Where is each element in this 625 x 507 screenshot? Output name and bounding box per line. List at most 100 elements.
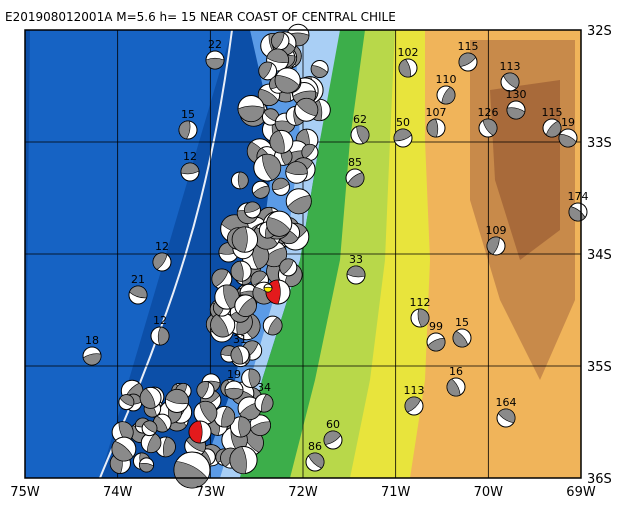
frame	[24, 29, 582, 479]
beachball-quadrant	[258, 88, 279, 106]
depth-label: 109	[486, 224, 507, 237]
beachball-quadrant	[196, 381, 210, 399]
beachball-quadrant	[244, 201, 261, 213]
beachball-quadrant	[146, 433, 162, 453]
beachball-quadrant	[452, 330, 469, 348]
depth-label: 99	[429, 320, 443, 333]
beachball-quadrant	[446, 378, 461, 397]
beachball-quadrant	[250, 270, 267, 286]
beachball-quadrant	[162, 436, 176, 458]
beachball-quadrant	[262, 153, 281, 181]
beachball-quadrant	[250, 421, 271, 436]
beachball-quadrant	[237, 105, 265, 122]
lat-label: 32S	[587, 24, 612, 39]
beachball-quadrant	[258, 61, 273, 80]
depth-label: 113	[500, 60, 521, 73]
depth-label: 50	[396, 116, 410, 129]
lon-label: 69W	[566, 485, 596, 500]
beachball-quadrant	[267, 316, 283, 336]
beachball-quadrant	[287, 195, 312, 214]
beachball-quadrant	[173, 461, 209, 489]
beachball-quadrant	[393, 128, 412, 142]
depth-label: 31	[233, 333, 247, 346]
lat-label: 34S	[587, 248, 612, 263]
beachball-quadrant	[269, 130, 285, 154]
depth-label: 19	[561, 116, 575, 129]
title: E201908012001A M=5.6 h= 15 NEAR COAST OF…	[5, 10, 396, 24]
beachball-quadrant	[139, 463, 154, 473]
beachball-quadrant	[139, 388, 156, 409]
beachball-quadrant	[111, 440, 134, 462]
beachball-quadrant	[230, 260, 244, 282]
beachball-quadrant	[497, 408, 516, 423]
beachball-quadrant	[143, 420, 158, 434]
beachball-quadrant	[210, 314, 229, 338]
beachball-quadrant	[230, 345, 243, 365]
beachball-quadrant	[506, 107, 526, 120]
beachball-quadrant	[221, 406, 235, 428]
beachball-quadrant	[482, 118, 498, 136]
beachball-quadrant	[129, 285, 148, 299]
depth-label: 33	[349, 253, 363, 266]
depth-label: 112	[410, 296, 431, 309]
depth-label: 174	[568, 190, 589, 203]
beachball-quadrant	[252, 185, 270, 199]
lon-label: 73W	[196, 485, 226, 500]
depth-label: 15	[455, 316, 469, 329]
depth-label: 113	[404, 384, 425, 397]
lat-label: 33S	[587, 136, 612, 151]
focal-mechanisms	[82, 23, 588, 489]
beachball-quadrant	[486, 236, 500, 255]
beachball-quadrant	[180, 162, 200, 175]
beachball-quadrant	[262, 247, 287, 267]
lon-label: 75W	[10, 485, 40, 500]
depth-label: 110	[436, 73, 457, 86]
beachball-quadrant	[285, 161, 308, 176]
depth-label: 62	[353, 113, 367, 126]
lat-label: 35S	[587, 360, 612, 375]
beachball-quadrant	[441, 86, 456, 105]
lon-label: 71W	[381, 485, 411, 500]
depth-label: 115	[542, 106, 563, 119]
beachball-quadrant	[427, 337, 446, 352]
depth-label: 34	[257, 381, 271, 394]
beachball-quadrant	[229, 446, 247, 474]
beachball-quadrant	[558, 133, 577, 148]
beachball-quadrant	[82, 353, 102, 366]
depth-label: 18	[85, 334, 99, 347]
beachball-quadrant	[398, 58, 411, 78]
beachball-quadrant	[274, 75, 300, 94]
beachball-quadrant	[188, 420, 203, 444]
depth-label: 19	[227, 368, 241, 381]
beachball-quadrant	[231, 226, 248, 253]
depth-label: 12	[183, 150, 197, 163]
beachball-quadrant	[238, 297, 257, 317]
depth-label: 12	[153, 314, 167, 327]
depth-label: 60	[326, 418, 340, 431]
beachball-quadrant	[404, 396, 421, 413]
beachball-quadrant	[152, 252, 168, 270]
beachball-quadrant	[323, 430, 342, 445]
depth-label: 86	[308, 440, 322, 453]
beachball-quadrant	[238, 416, 251, 438]
depth-label: 130	[506, 88, 527, 101]
depth-label: 107	[426, 106, 447, 119]
depth-label: 164	[496, 396, 517, 409]
beachball-quadrant	[266, 48, 289, 63]
lat-label: 36S	[587, 472, 612, 487]
beachball-quadrant	[263, 286, 273, 293]
beachball-quadrant	[296, 98, 319, 117]
depth-label: 126	[478, 106, 499, 119]
beachball-quadrant	[237, 171, 249, 190]
depth-label: 22	[208, 38, 222, 51]
lon-label: 70W	[474, 485, 504, 500]
beachball-quadrant	[272, 178, 290, 190]
lon-label: 74W	[103, 485, 133, 500]
beachball-quadrant	[346, 265, 366, 278]
depth-label: 16	[449, 365, 463, 378]
beachball-quadrant	[205, 57, 225, 70]
beachball-quadrant	[310, 65, 328, 78]
beachball-quadrant	[261, 393, 274, 413]
